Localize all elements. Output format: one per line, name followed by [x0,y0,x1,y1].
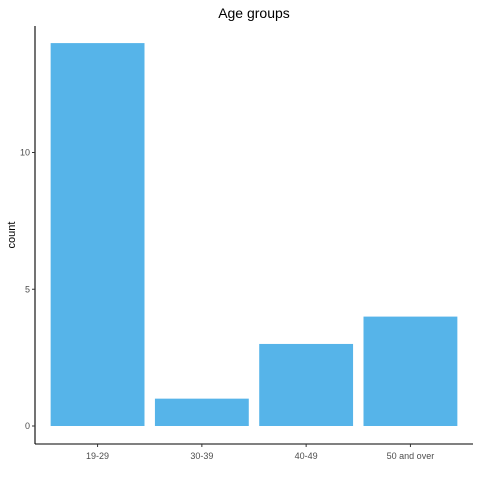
bar-40-49 [259,343,354,426]
x-tick-label: 30-39 [190,451,213,461]
bar-50-and-over [363,316,458,426]
bar-30-39 [154,398,249,426]
y-axis-title: count [6,222,18,249]
chart-title: Age groups [218,5,290,21]
bars-group [50,43,458,426]
x-tick-label: 19-29 [86,451,109,461]
y-tick-label: 0 [25,421,30,431]
y-ticks-group: 0 5 10 [20,148,35,431]
y-tick-label: 10 [20,148,30,158]
x-tick-label: 50 and over [387,451,435,461]
y-tick-label: 5 [25,284,30,294]
x-ticks-group: 19-29 30-39 40-49 50 and over [86,444,434,461]
x-tick-label: 40-49 [295,451,318,461]
bar-19-29 [50,43,145,426]
